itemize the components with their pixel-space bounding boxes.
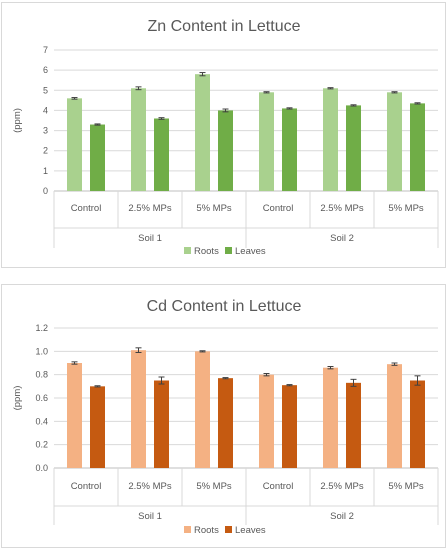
category-label: Control [263,203,294,214]
y-tick-label: 2 [43,146,48,156]
legend-swatch-leaves [225,247,232,254]
category-label: 2.5% MPs [128,203,172,214]
bar-roots [259,374,274,468]
bar-roots [387,92,402,191]
category-label: Control [263,481,294,492]
y-tick-label: 3 [43,126,48,136]
y-tick-label: 4 [43,105,48,115]
group-label: Soil 1 [138,233,162,244]
bar-leaves [282,385,297,468]
category-label: 5% MPs [388,203,424,214]
y-tick-label: 6 [43,65,48,75]
category-label: Control [71,203,102,214]
bar-roots [195,351,210,468]
bar-roots [67,363,82,468]
category-label: 5% MPs [388,481,424,492]
legend-swatch-leaves [225,526,232,533]
bar-roots [387,364,402,468]
bar-leaves [410,103,425,191]
legend-label: Roots [194,246,219,257]
cd-chart: Cd Content in Lettuce 0.0 0.2 0.4 0.6 0.8 1.0 1… [12,298,439,536]
y-axis-label: (ppm) [12,108,23,133]
bar-leaves [410,380,425,468]
category-label: Control [71,481,102,492]
chart-title: Zn Content in Lettuce [148,18,301,35]
bar-leaves [218,378,233,468]
y-tick-label: 0.4 [35,416,48,426]
category-label: 2.5% MPs [320,203,364,214]
bar-leaves [346,382,361,468]
category-label: 2.5% MPs [128,481,172,492]
bar-leaves [282,108,297,191]
y-tick-label: 5 [43,85,48,95]
category-label: 2.5% MPs [320,481,364,492]
chart-title: Cd Content in Lettuce [147,298,302,315]
y-tick-label: 0.8 [35,370,48,380]
group-label: Soil 1 [138,511,162,522]
group-label: Soil 2 [330,233,354,244]
zn-chart: Zn Content in Lettuce 0 1 2 3 4 5 6 7 (ppm) Contro… [12,18,439,257]
y-tick-label: 0.2 [35,440,48,450]
bar-leaves [90,386,105,468]
legend-label: Roots [194,525,219,536]
legend-swatch-roots [184,247,191,254]
cd-chart-panel: Cd Content in Lettuce 0.0 0.2 0.4 0.6 0.8 1.0 1… [1,284,446,548]
legend-label: Leaves [235,246,266,257]
y-tick-label: 1 [43,166,48,176]
y-tick-label: 0 [43,186,48,196]
y-tick-label: 1.2 [35,323,48,333]
y-tick-label: 7 [43,45,48,55]
legend-swatch-roots [184,526,191,533]
category-label: 5% MPs [196,203,232,214]
bar-leaves [90,124,105,191]
zn-chart-panel: Zn Content in Lettuce 0 1 2 3 4 5 6 7 (ppm) Contro… [1,2,446,268]
legend-label: Leaves [235,525,266,536]
bar-roots [323,88,338,191]
y-axis-label: (ppm) [12,386,23,411]
bar-roots [131,88,146,191]
bar-leaves [218,110,233,191]
y-tick-label: 0.6 [35,393,48,403]
group-label: Soil 2 [330,511,354,522]
bar-leaves [346,105,361,191]
bar-leaves [154,380,169,468]
bar-leaves [154,118,169,191]
category-label: 5% MPs [196,481,232,492]
bar-roots [259,92,274,191]
y-tick-label: 0.0 [35,463,48,473]
bar-roots [67,98,82,191]
bar-roots [131,350,146,468]
y-tick-label: 1.0 [35,346,48,356]
bar-roots [195,74,210,191]
bar-roots [323,367,338,468]
